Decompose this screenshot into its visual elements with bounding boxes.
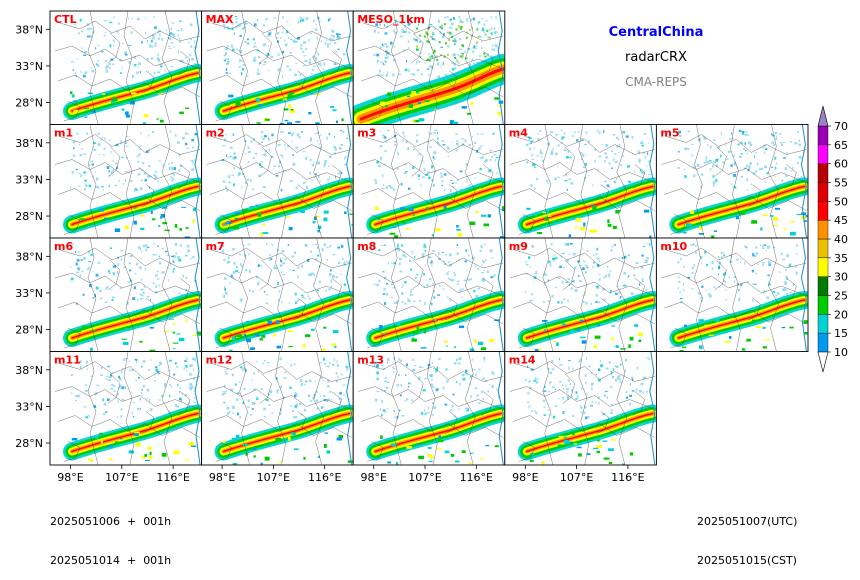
longitude-axis: 98°E 107°E 116°E 98°E 107°E 116°E 98°E 107°E 116… <box>57 465 645 484</box>
colorbar-over-extension <box>817 105 829 127</box>
panel-label: m3 <box>357 127 376 140</box>
panel-label: m4 <box>509 127 528 140</box>
panel-m4: m4 <box>504 124 657 239</box>
panel-m8: m8 <box>352 237 506 352</box>
colorbar-tick-label: 50 <box>834 195 848 208</box>
panel-label: m11 <box>54 354 81 367</box>
colorbar: 10 15 20 25 30 35 40 45 50 55 60 65 70 <box>817 105 848 373</box>
panel-label: m10 <box>660 240 687 253</box>
panel-label: MESO_1km <box>357 13 425 26</box>
lon-tick-label: 116°E <box>308 471 341 484</box>
panel-label: m8 <box>357 240 376 253</box>
lat-tick-label: 28°N <box>15 210 43 223</box>
colorbar-box <box>817 163 829 183</box>
colorbar-tick-label: 25 <box>834 290 848 303</box>
lat-tick-label: 28°N <box>15 437 43 450</box>
ensemble-figure: CTL MAX MESO_1km m1 m2 m3 m4 m5 m6 m7 m8 m9 m10 m11 m1… <box>15 10 848 484</box>
colorbar-box <box>817 219 829 240</box>
panel-label: m1 <box>54 127 73 140</box>
init-time-block: 2025051006 + 001h 2025051014 + 001h <box>50 489 171 580</box>
colorbar-box <box>817 276 829 296</box>
colorbar-tick-label: 70 <box>834 120 848 133</box>
lat-tick-label: 33°N <box>15 400 43 413</box>
colorbar-tick-label: 30 <box>834 271 848 284</box>
colorbar-box <box>817 182 829 202</box>
panel-label: m13 <box>357 354 384 367</box>
panel-m12: m12 <box>201 351 354 466</box>
colorbar-box <box>817 144 829 164</box>
lon-tick-label: 116°E <box>460 471 493 484</box>
lon-tick-label: 98°E <box>209 471 235 484</box>
panel-m1: m1 <box>49 124 203 239</box>
colorbar-box <box>817 332 829 353</box>
lat-tick-label: 33°N <box>15 173 43 186</box>
panel-meso-1km: MESO_1km <box>352 10 506 125</box>
panel-label: m12 <box>206 354 233 367</box>
lon-tick-label: 98°E <box>360 471 386 484</box>
lon-tick-label: 107°E <box>560 471 593 484</box>
colorbar-box <box>817 295 829 315</box>
panel-label: m5 <box>660 127 679 140</box>
lon-tick-label: 116°E <box>611 471 644 484</box>
valid-time-utc: 2025051007(UTC) <box>697 515 798 528</box>
colorbar-tick-label: 45 <box>834 214 848 227</box>
system-title: CMA-REPS <box>625 75 687 89</box>
colorbar-box <box>817 257 829 277</box>
lat-tick-label: 28°N <box>15 324 43 337</box>
panel-label: m2 <box>206 127 225 140</box>
panel-m9: m9 <box>504 237 657 352</box>
colorbar-tick-label: 60 <box>834 158 848 171</box>
lat-tick-label: 33°N <box>15 60 43 73</box>
valid-time-cst: 2025051015(CST) <box>697 554 797 567</box>
init-time-utc: 2025051006 + 001h <box>50 515 172 528</box>
panel-m14: m14 <box>504 351 657 466</box>
panel-label: m7 <box>206 240 225 253</box>
panel-max: MAX <box>201 10 354 125</box>
panel-grid: CTL MAX MESO_1km m1 m2 m3 m4 m5 m6 m7 m8 m9 m10 m11 m1… <box>49 10 809 466</box>
colorbar-tick-label: 35 <box>834 252 848 265</box>
colorbar-box <box>817 125 829 146</box>
colorbar-tick-label: 40 <box>834 233 848 246</box>
colorbar-tick-label: 65 <box>834 139 848 152</box>
panel-m13: m13 <box>352 351 506 466</box>
panel-m10: m10 <box>655 237 809 352</box>
panel-m7: m7 <box>201 237 354 352</box>
panel-label: m6 <box>54 240 73 253</box>
panel-m3: m3 <box>352 124 506 239</box>
panel-m2: m2 <box>201 124 354 239</box>
panel-m11: m11 <box>49 351 203 466</box>
lat-tick-label: 38°N <box>15 364 43 377</box>
colorbar-tick-label: 15 <box>834 327 848 340</box>
panel-m6: m6 <box>49 237 203 352</box>
panel-label: CTL <box>54 13 77 26</box>
panel-label: m14 <box>509 354 536 367</box>
panel-m5: m5 <box>655 124 809 239</box>
lat-tick-label: 33°N <box>15 287 43 300</box>
valid-time-block: 2025051007(UTC) 2025051015(CST) <box>697 489 797 580</box>
lon-tick-label: 107°E <box>105 471 138 484</box>
product-title: radarCRX <box>625 50 687 65</box>
lat-tick-label: 38°N <box>15 250 43 263</box>
lon-tick-label: 107°E <box>408 471 441 484</box>
lat-tick-label: 38°N <box>15 23 43 36</box>
lon-tick-label: 98°E <box>512 471 538 484</box>
panel-label: m9 <box>509 240 528 253</box>
colorbar-under-extension <box>817 351 829 373</box>
lon-tick-label: 107°E <box>257 471 290 484</box>
lon-tick-label: 116°E <box>156 471 189 484</box>
colorbar-tick-label: 10 <box>834 346 848 359</box>
panel-label: MAX <box>206 13 234 26</box>
colorbar-box <box>817 314 829 334</box>
lat-tick-label: 38°N <box>15 137 43 150</box>
colorbar-tick-label: 20 <box>834 308 848 321</box>
panel-ctl: CTL <box>49 10 203 125</box>
latitude-axis: 38°N 33°N 28°N 38°N 33°N 28°N 38°N 33°N 28°N 38°N… <box>15 23 50 450</box>
lon-tick-label: 98°E <box>57 471 83 484</box>
colorbar-box <box>817 201 829 221</box>
colorbar-box <box>817 238 829 259</box>
region-title: CentralChina <box>609 25 704 40</box>
lat-tick-label: 28°N <box>15 97 43 110</box>
colorbar-tick-label: 55 <box>834 177 848 190</box>
init-time-cst: 2025051014 + 001h <box>50 554 172 567</box>
